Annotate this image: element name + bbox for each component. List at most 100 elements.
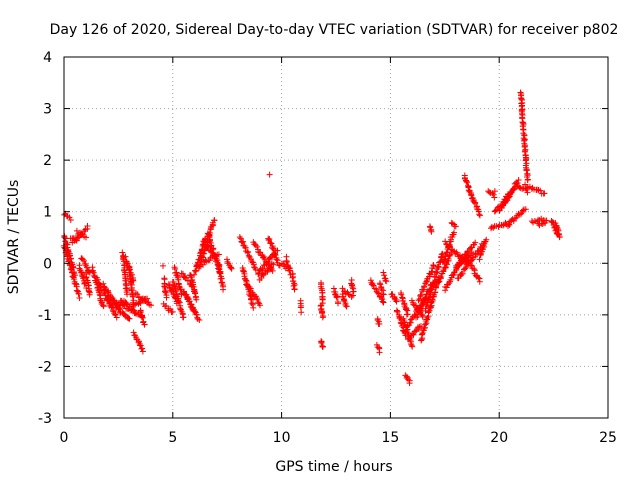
data-point <box>291 286 298 293</box>
data-point <box>188 301 195 308</box>
data-point <box>443 261 450 268</box>
data-point <box>483 236 490 243</box>
data-point <box>119 249 126 256</box>
y-axis-label: SDTVAR / TECUs <box>6 180 22 295</box>
data-point <box>370 282 377 289</box>
data-point <box>284 261 291 268</box>
data-point <box>511 215 518 222</box>
data-point <box>180 314 187 321</box>
data-point <box>523 173 530 180</box>
data-point <box>191 271 198 278</box>
tick-labels: 0 5 10 15 20 25 -3 -2 -1 0 1 2 3 4 <box>38 50 617 446</box>
grid <box>64 57 608 418</box>
data-point <box>67 216 74 223</box>
data-point <box>517 89 524 96</box>
data-point <box>86 291 93 298</box>
y-tick-label: 3 <box>43 102 52 118</box>
data-point <box>252 266 259 273</box>
data-point <box>433 269 440 276</box>
chart-title: Day 126 of 2020, Sidereal Day-to-day VTE… <box>50 22 619 38</box>
data-point <box>402 306 409 313</box>
data-point <box>513 179 520 186</box>
data-point <box>428 286 435 293</box>
data-point <box>343 303 350 310</box>
data-point <box>379 298 386 305</box>
data-point <box>476 278 483 285</box>
data-point <box>443 249 450 256</box>
data-point <box>467 258 474 265</box>
data-point <box>486 189 493 196</box>
data-point <box>430 261 437 268</box>
data-point <box>435 263 442 270</box>
data-point <box>417 307 424 314</box>
data-point <box>342 301 349 308</box>
data-point <box>417 323 424 330</box>
data-point <box>271 251 278 258</box>
data-point <box>319 310 326 317</box>
data-point <box>505 223 512 230</box>
data-point <box>388 291 395 298</box>
data-point <box>228 264 235 271</box>
data-point <box>123 300 130 307</box>
data-point <box>228 265 235 272</box>
data-point <box>139 345 146 352</box>
data-point <box>399 294 406 301</box>
data-point <box>374 289 381 296</box>
data-point <box>191 287 198 294</box>
data-point <box>148 302 155 309</box>
data-point <box>462 265 469 272</box>
data-point <box>96 291 103 298</box>
data-point <box>541 190 548 197</box>
data-point <box>262 258 269 265</box>
data-point <box>266 235 273 242</box>
x-tick-label: 20 <box>490 430 508 446</box>
data-point <box>468 244 475 251</box>
data-point <box>491 188 498 195</box>
data-point <box>122 285 129 292</box>
data-point <box>396 314 403 321</box>
data-point <box>200 238 207 245</box>
data-point <box>404 328 411 335</box>
data-point <box>426 294 433 301</box>
data-point <box>223 256 230 263</box>
data-point <box>416 296 423 303</box>
data-point <box>470 250 477 257</box>
data-point <box>506 221 513 228</box>
data-point <box>137 309 144 316</box>
data-point <box>376 321 383 328</box>
data-point <box>319 343 326 350</box>
data-point <box>177 286 184 293</box>
data-point <box>350 288 357 295</box>
data-point <box>451 229 458 236</box>
data-point <box>425 309 432 316</box>
data-point <box>422 305 429 312</box>
data-point <box>428 228 435 235</box>
data-point <box>407 341 414 348</box>
data-point <box>129 293 136 300</box>
data-point <box>339 285 346 292</box>
data-point <box>502 219 509 226</box>
data-point <box>506 218 513 225</box>
data-point <box>317 302 324 309</box>
data-point <box>61 234 68 241</box>
y-tick-label: -3 <box>38 411 52 427</box>
data-point <box>421 284 428 291</box>
data-point <box>245 252 252 259</box>
y-tick-label: 2 <box>43 153 52 169</box>
data-point <box>124 291 131 298</box>
data-point <box>432 289 439 296</box>
data-point <box>410 301 417 308</box>
data-point <box>73 227 80 234</box>
data-point <box>267 239 274 246</box>
data-point <box>446 280 453 287</box>
y-tick-label: 4 <box>43 50 52 66</box>
plot-frame <box>63 56 609 419</box>
data-point <box>255 270 262 277</box>
data-point <box>432 274 439 281</box>
data-point <box>175 298 182 305</box>
data-point <box>165 281 172 288</box>
data-point <box>270 261 277 268</box>
data-point <box>378 294 385 301</box>
data-point <box>191 308 198 315</box>
data-point <box>394 308 401 315</box>
